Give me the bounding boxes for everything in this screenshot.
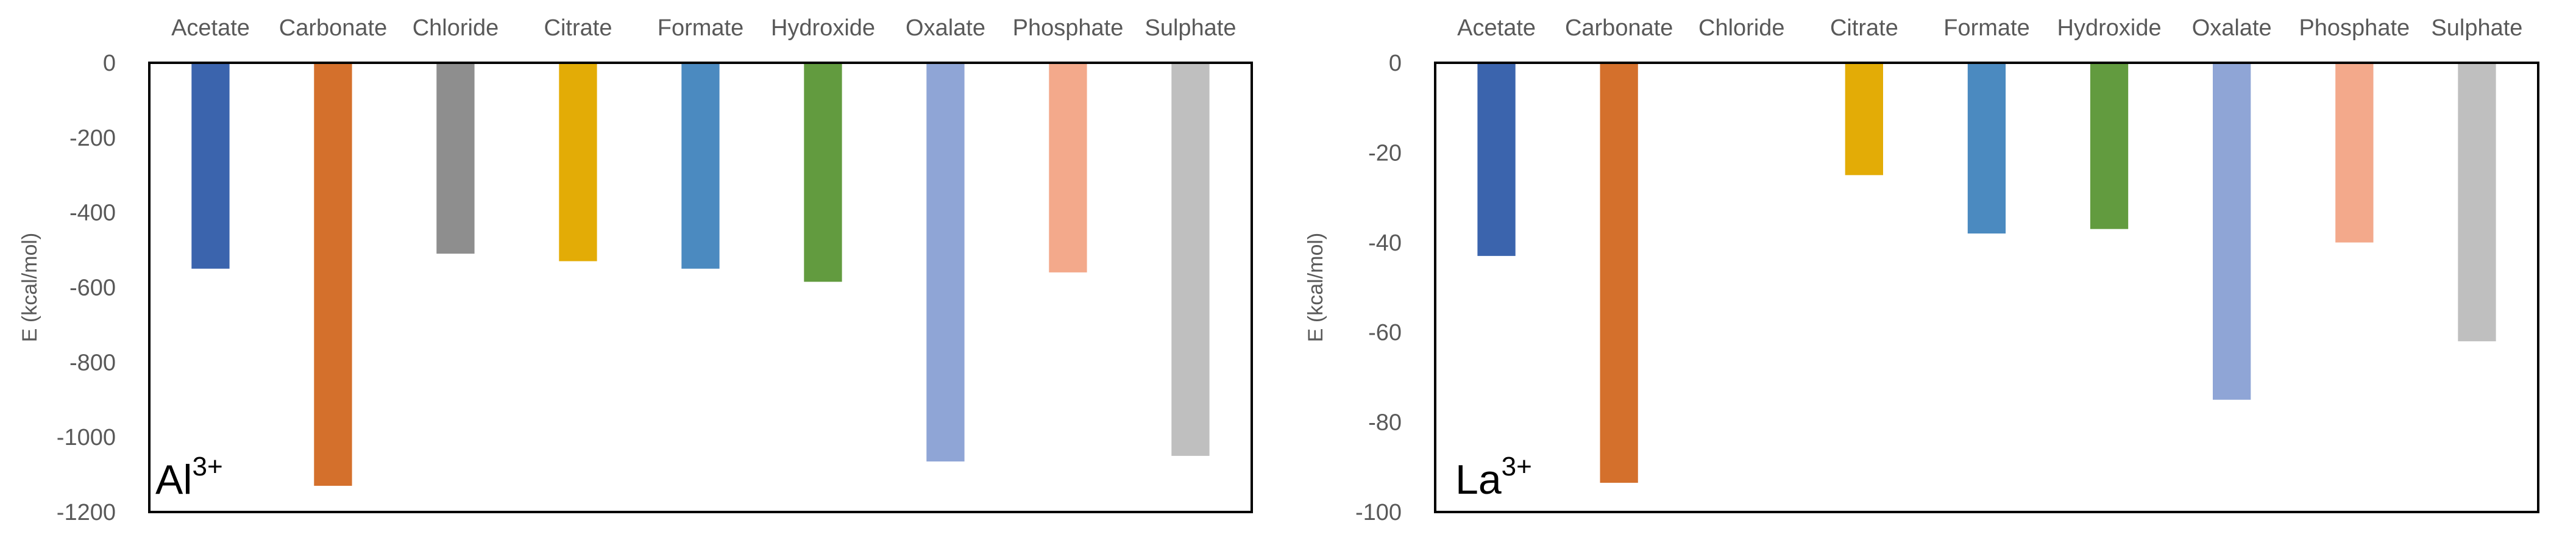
bar-formate	[1967, 63, 2006, 234]
bar-acetate	[1477, 63, 1516, 256]
chart-panel-al: Acetate Carbonate Chloride Citrate Formate Hy…	[18, 15, 1253, 525]
category-label: Formate	[658, 15, 743, 41]
category-label: Oxalate	[2192, 15, 2272, 41]
y-tick-label: -20	[1368, 140, 1402, 166]
ion-charge: 3+	[1502, 452, 1532, 482]
bar-chloride	[436, 63, 475, 254]
bar-phosphate	[1049, 63, 1087, 272]
category-label: Hydroxide	[2057, 15, 2162, 41]
y-tick-label: 0	[103, 51, 116, 76]
y-tick-label: -1000	[57, 425, 116, 450]
bar-carbonate	[314, 63, 352, 486]
y-tick-label: 0	[1389, 51, 1402, 76]
y-axis-title: E (kcal/mol)	[1304, 233, 1327, 342]
bar-hydroxide	[2090, 63, 2129, 229]
category-label: Carbonate	[1565, 15, 1673, 41]
category-label: Chloride	[1698, 15, 1785, 41]
bar-phosphate	[2335, 63, 2374, 243]
y-tick-label: -80	[1368, 410, 1402, 436]
ion-charge: 3+	[192, 452, 222, 482]
y-tick-label: -400	[69, 201, 116, 226]
plot-frame	[1434, 62, 2539, 513]
category-label: Formate	[1943, 15, 2029, 41]
ion-symbol: Al	[155, 457, 192, 503]
bar-formate	[681, 63, 720, 269]
ion-annotation: La3+	[1455, 452, 1532, 503]
y-axis-title: E (kcal/mol)	[18, 233, 41, 342]
category-label: Oxalate	[906, 15, 985, 41]
y-tick-label: -800	[69, 350, 116, 375]
ion-annotation: Al3+	[155, 452, 223, 503]
y-tick-label: -200	[69, 126, 116, 151]
bar-sulphate	[2458, 63, 2496, 341]
bar-oxalate	[926, 63, 965, 462]
category-label: Hydroxide	[771, 15, 875, 41]
category-label: Phosphate	[2299, 15, 2410, 41]
plot-frame	[148, 62, 1253, 513]
category-label: Acetate	[171, 15, 250, 41]
y-tick-label: -1200	[57, 500, 116, 525]
chart-panel-la: Acetate Carbonate Chloride Citrate Formate Hy…	[1304, 15, 2539, 525]
bar-citrate	[559, 63, 597, 261]
bar-acetate	[191, 63, 230, 269]
category-label: Sulphate	[1144, 15, 1236, 41]
bar-carbonate	[1600, 63, 1638, 483]
category-label: Citrate	[1830, 15, 1898, 41]
bar-sulphate	[1171, 63, 1210, 456]
bar-citrate	[1845, 63, 1883, 176]
category-label: Carbonate	[279, 15, 387, 41]
category-label: Citrate	[544, 15, 612, 41]
y-tick-label: -600	[69, 276, 116, 301]
category-label: Phosphate	[1013, 15, 1124, 41]
y-tick-label: -40	[1368, 230, 1402, 256]
bar-oxalate	[2213, 63, 2251, 400]
category-label: Chloride	[413, 15, 499, 41]
y-tick-label: -60	[1368, 320, 1402, 346]
category-label: Sulphate	[2431, 15, 2522, 41]
bar-hydroxide	[804, 63, 842, 282]
category-label: Acetate	[1457, 15, 1536, 41]
y-tick-label: -100	[1355, 500, 1402, 525]
ion-symbol: La	[1455, 457, 1502, 503]
